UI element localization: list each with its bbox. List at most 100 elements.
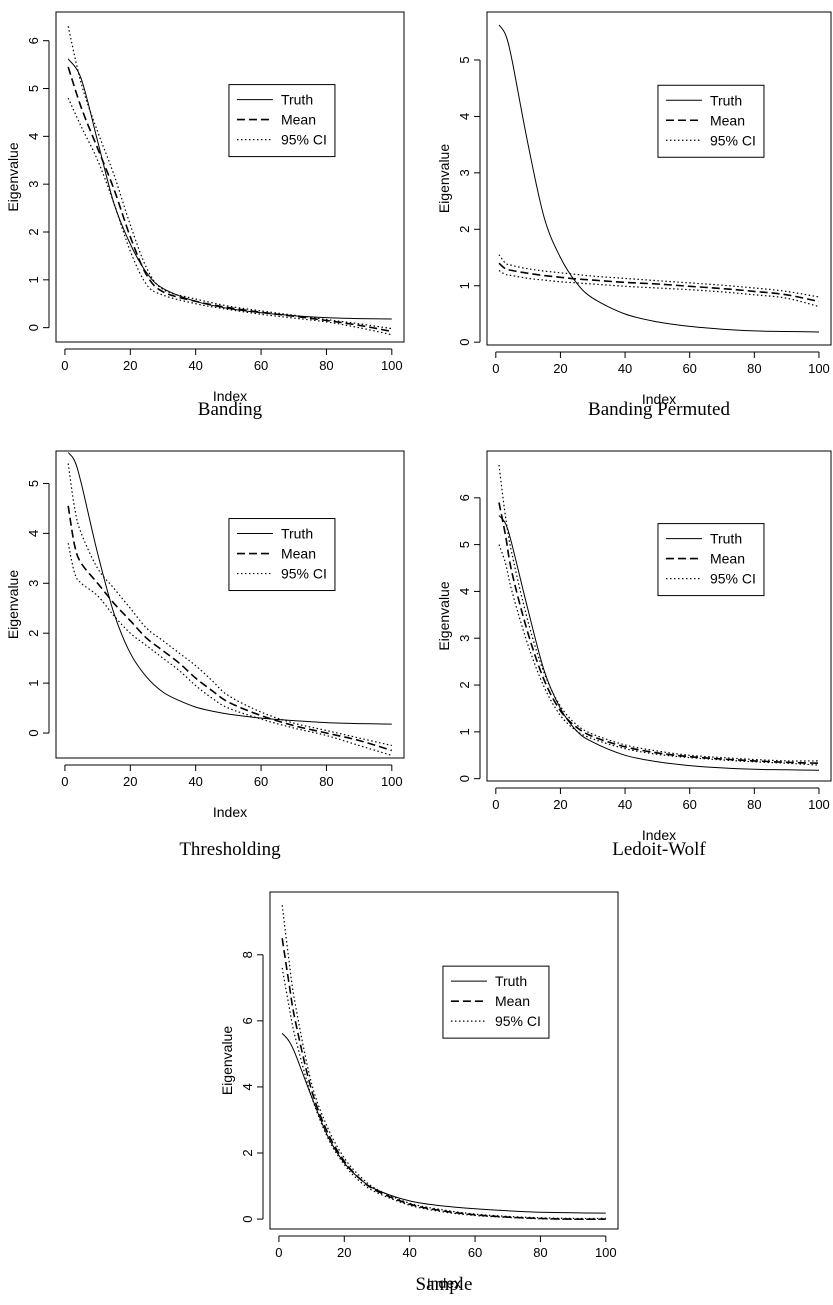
x-tick-label: 40 bbox=[618, 361, 632, 376]
plot-frame bbox=[55, 450, 405, 759]
y-tick-label: 0 bbox=[457, 339, 472, 346]
plot-frame bbox=[486, 11, 832, 346]
legend-box bbox=[442, 965, 550, 1039]
y-tick-label: 6 bbox=[26, 37, 41, 44]
panel-caption: Thresholding bbox=[179, 839, 281, 860]
y-tick-label: 2 bbox=[240, 1149, 255, 1156]
x-tick-label: 0 bbox=[61, 358, 68, 373]
legend-entry: Mean bbox=[710, 112, 745, 128]
y-tick-label: 1 bbox=[457, 728, 472, 735]
plot-frame bbox=[486, 450, 832, 782]
chart-panel-4: 0 20 40 60 80 100 0 2 4 6 8 Index Eigenvalue Truth Mea… bbox=[219, 891, 619, 1295]
series-line-95-ci bbox=[498, 464, 820, 762]
y-axis-label: Eigenvalue bbox=[5, 570, 21, 639]
y-tick-label: 4 bbox=[457, 588, 472, 595]
x-tick-label: 40 bbox=[402, 1245, 416, 1260]
y-axis-label: Eigenvalue bbox=[5, 142, 21, 211]
x-tick-label: 0 bbox=[492, 361, 499, 376]
y-tick-label: 4 bbox=[240, 1083, 255, 1090]
x-tick-label: 60 bbox=[254, 774, 268, 789]
y-tick-label: 3 bbox=[457, 169, 472, 176]
x-tick-label: 20 bbox=[123, 774, 137, 789]
series-line-truth bbox=[498, 515, 820, 771]
plot-frame bbox=[55, 11, 405, 343]
y-axis-label: Eigenvalue bbox=[436, 144, 452, 213]
x-tick-label: 20 bbox=[123, 358, 137, 373]
x-tick-label: 0 bbox=[61, 774, 68, 789]
x-tick-label: 100 bbox=[808, 361, 830, 376]
y-tick-label: 3 bbox=[26, 181, 41, 188]
x-tick-label: 100 bbox=[808, 797, 830, 812]
x-tick-label: 0 bbox=[275, 1245, 282, 1260]
legend-box bbox=[657, 84, 765, 158]
legend-entry: 95% CI bbox=[281, 132, 327, 148]
legend-entry: Truth bbox=[710, 531, 742, 547]
x-tick-label: 0 bbox=[492, 797, 499, 812]
y-tick-label: 2 bbox=[26, 630, 41, 637]
panel-caption: Banding Permuted bbox=[588, 399, 730, 420]
y-tick-label: 0 bbox=[457, 775, 472, 782]
y-tick-label: 4 bbox=[26, 530, 41, 537]
series-line-mean bbox=[498, 262, 820, 303]
y-tick-label: 5 bbox=[26, 85, 41, 92]
series-line-95-ci bbox=[281, 905, 606, 1220]
series-line-mean bbox=[67, 66, 392, 333]
legend-entry: Mean bbox=[281, 546, 316, 562]
series-line-mean bbox=[67, 505, 393, 752]
y-tick-label: 5 bbox=[457, 56, 472, 63]
series-line-mean bbox=[281, 938, 606, 1220]
series-line-truth bbox=[67, 452, 392, 725]
x-axis-label: Index bbox=[213, 804, 247, 820]
x-tick-label: 80 bbox=[533, 1245, 547, 1260]
legend-box bbox=[657, 523, 765, 597]
x-tick-label: 100 bbox=[381, 358, 403, 373]
y-axis-label: Eigenvalue bbox=[436, 581, 452, 650]
legend-entry: 95% CI bbox=[495, 1013, 541, 1029]
x-axis-label: Index bbox=[642, 391, 676, 407]
x-axis-label: Index bbox=[642, 827, 676, 843]
chart-panel-1: 0 20 40 60 80 100 0 1 2 3 4 5 Index Eigenvalue Truth Me… bbox=[436, 11, 832, 420]
panel-caption: Ledoit-Wolf bbox=[612, 839, 706, 860]
y-tick-label: 2 bbox=[457, 226, 472, 233]
series-line-ci-lower bbox=[67, 543, 392, 757]
x-tick-label: 40 bbox=[188, 774, 202, 789]
x-tick-label: 80 bbox=[747, 797, 761, 812]
x-axis-label: Index bbox=[427, 1275, 461, 1291]
x-tick-label: 20 bbox=[553, 361, 567, 376]
x-tick-label: 80 bbox=[319, 774, 333, 789]
y-tick-label: 2 bbox=[26, 228, 41, 235]
x-tick-label: 60 bbox=[682, 797, 696, 812]
y-axis-label: Eigenvalue bbox=[219, 1026, 235, 1095]
series-line-truth bbox=[281, 1033, 606, 1214]
x-tick-label: 60 bbox=[254, 358, 268, 373]
y-tick-label: 5 bbox=[26, 480, 41, 487]
plot-frame bbox=[269, 891, 619, 1230]
x-tick-label: 20 bbox=[337, 1245, 351, 1260]
series-line-truth bbox=[67, 58, 392, 320]
legend-entry: Mean bbox=[495, 993, 530, 1009]
y-tick-label: 1 bbox=[26, 276, 41, 283]
x-tick-label: 100 bbox=[381, 774, 403, 789]
x-tick-label: 40 bbox=[188, 358, 202, 373]
y-tick-label: 6 bbox=[457, 494, 472, 501]
legend: Truth Mean 95% CI bbox=[228, 518, 336, 592]
x-tick-label: 60 bbox=[682, 361, 696, 376]
y-tick-label: 0 bbox=[26, 729, 41, 736]
series-line-mean bbox=[498, 502, 820, 764]
series-line-truth bbox=[498, 24, 820, 333]
x-tick-label: 80 bbox=[747, 361, 761, 376]
chart-panel-3: 0 20 40 60 80 100 0 1 2 3 4 5 6 Index Eigenvalue Truth M… bbox=[436, 450, 832, 860]
legend: Truth Mean 95% CI bbox=[657, 523, 765, 597]
legend-entry: Truth bbox=[710, 92, 742, 108]
y-tick-label: 5 bbox=[457, 541, 472, 548]
y-tick-label: 6 bbox=[240, 1017, 255, 1024]
series-line-95-ci bbox=[67, 26, 392, 330]
panel-caption: Sample bbox=[416, 1274, 473, 1295]
y-tick-label: 8 bbox=[240, 951, 255, 958]
x-tick-label: 40 bbox=[618, 797, 632, 812]
y-tick-label: 2 bbox=[457, 681, 472, 688]
y-tick-label: 4 bbox=[26, 133, 41, 140]
legend-entry: Truth bbox=[281, 92, 313, 108]
x-axis-label: Index bbox=[213, 388, 247, 404]
